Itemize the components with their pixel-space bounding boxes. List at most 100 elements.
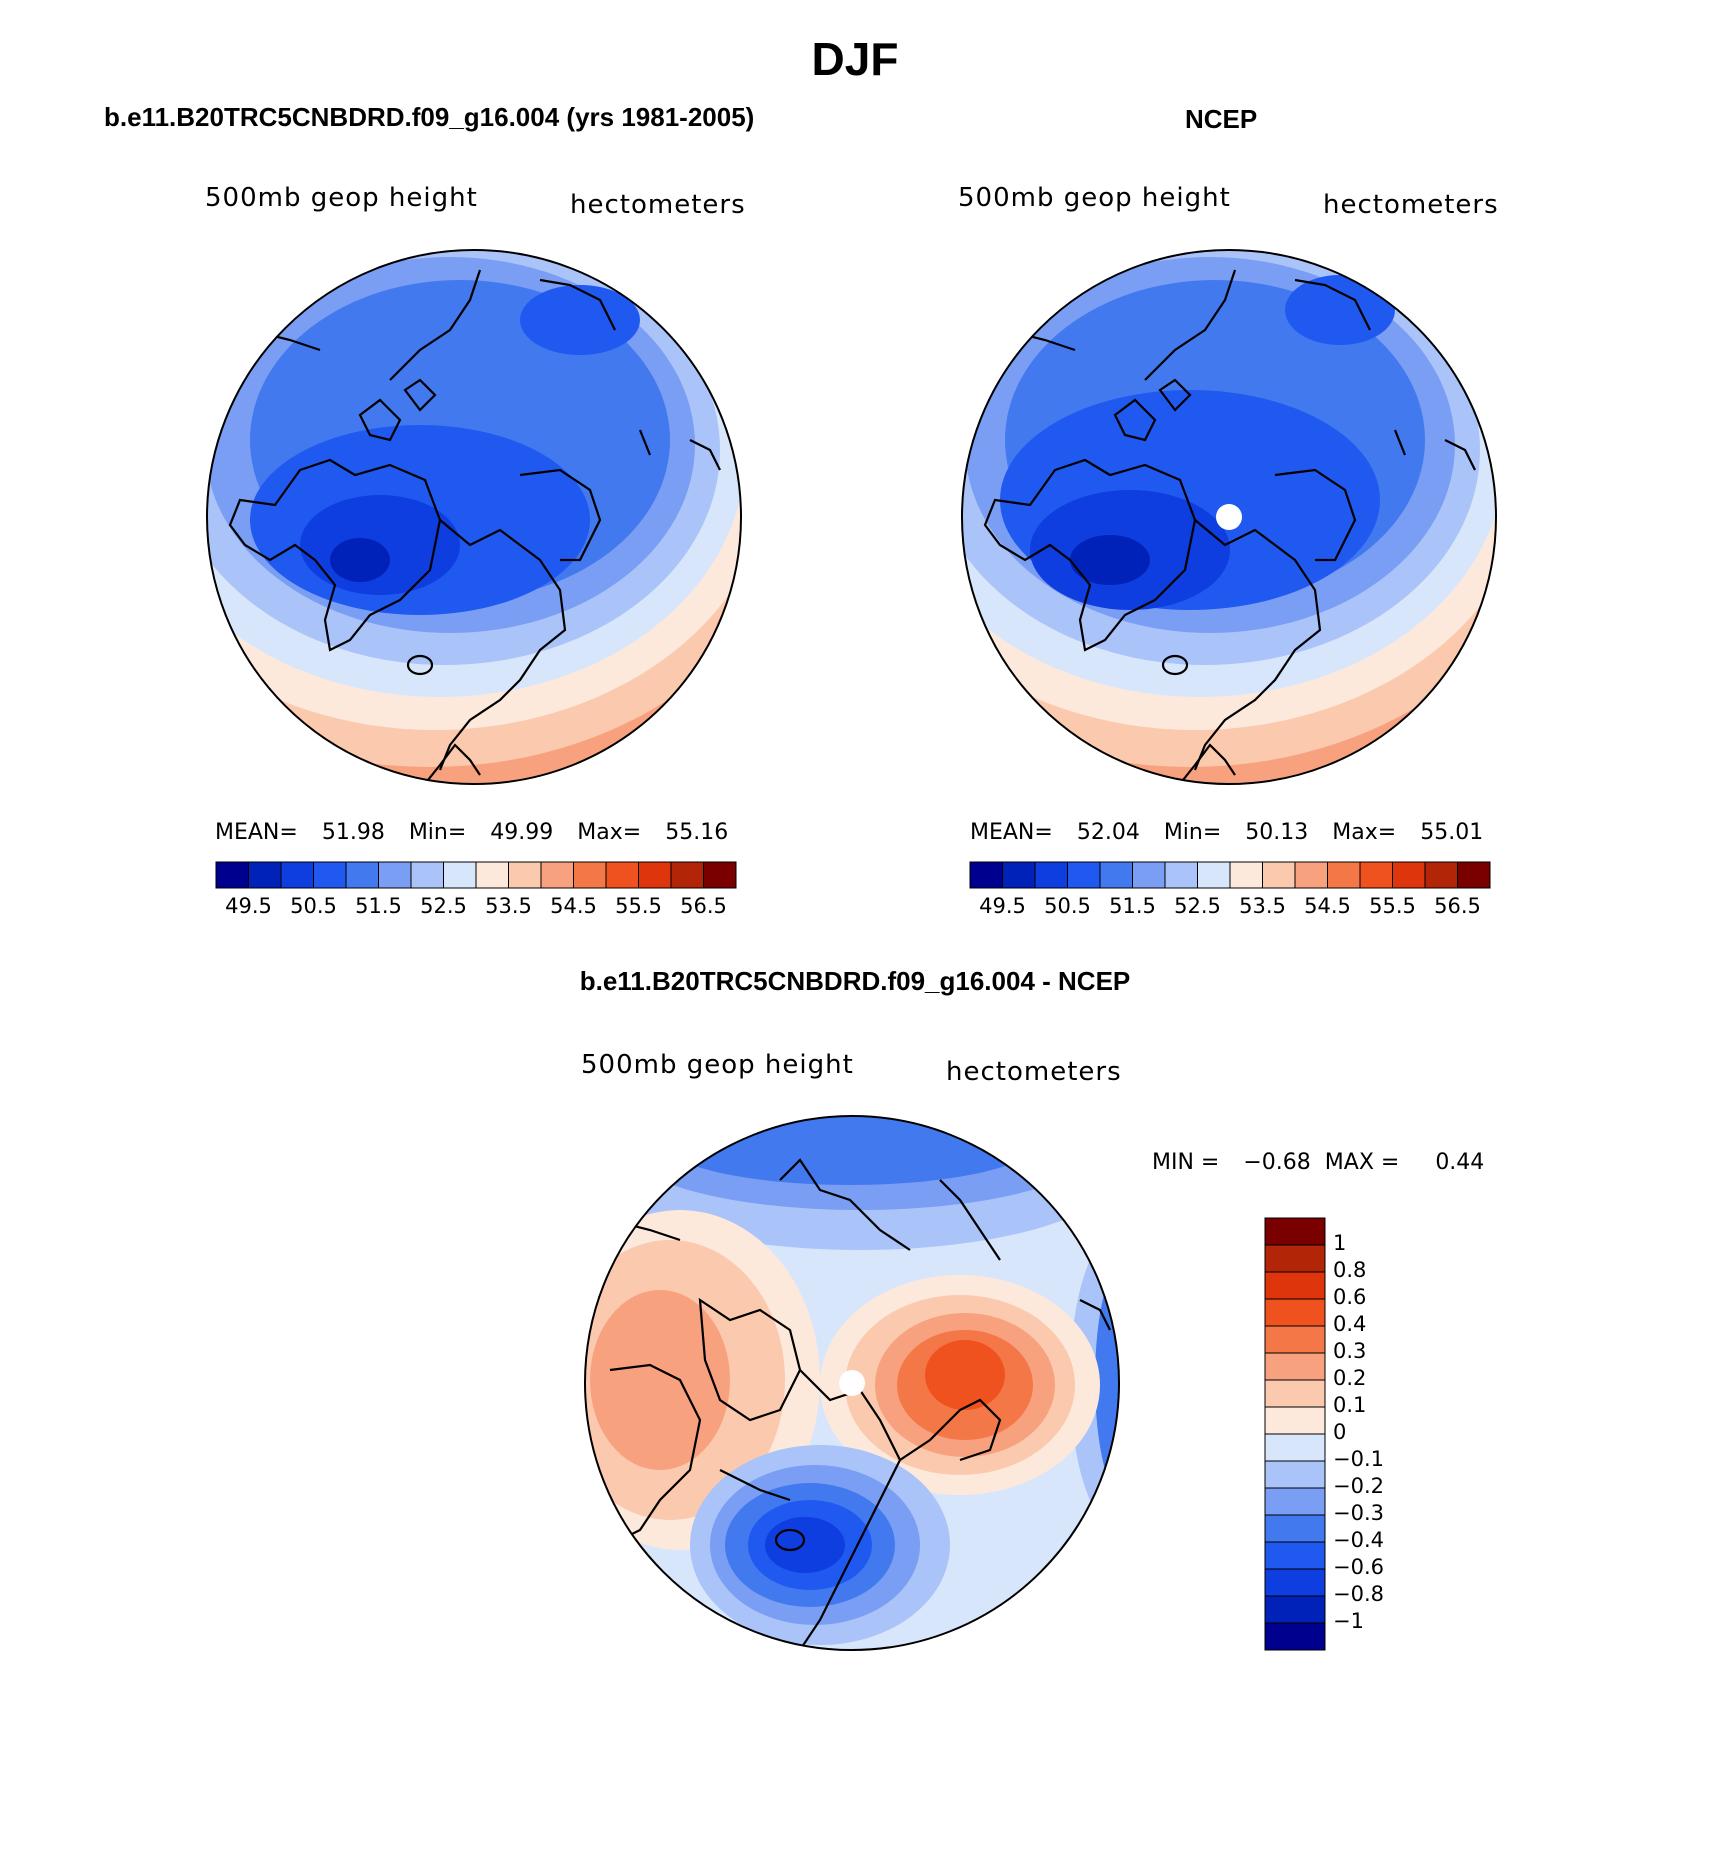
model-colorbar-tick-label: 56.5	[680, 894, 727, 918]
diff-colorbar-swatch	[1264, 1514, 1326, 1543]
diff-colorbar-swatch	[1264, 1379, 1326, 1408]
diff-colorbar-tick-label: −0.8	[1333, 1582, 1384, 1606]
model-mean-label: MEAN=	[215, 820, 298, 845]
obs-colorbar-tick-label: 49.5	[979, 894, 1026, 918]
model-min-label: Min=	[408, 820, 467, 845]
model-colorbar-tick-label: 53.5	[485, 894, 532, 918]
model-colorbar-tick-label: 49.5	[225, 894, 272, 918]
obs-contour-fill	[962, 250, 1496, 784]
model-polar-map	[206, 249, 742, 785]
obs-colorbar-swatch	[1262, 861, 1296, 889]
model-colorbar-swatch	[378, 861, 412, 889]
diff-colorbar-swatch	[1264, 1217, 1326, 1246]
model-colorbar	[215, 861, 737, 889]
model-panel-title: b.e11.B20TRC5CNBDRD.f09_g16.004 (yrs 198…	[104, 102, 755, 132]
diff-colorbar	[1264, 1217, 1326, 1651]
obs-colorbar-swatch	[1294, 861, 1328, 889]
obs-colorbar-tick-label: 51.5	[1109, 894, 1156, 918]
diff-colorbar-tick-label: 0.3	[1333, 1339, 1367, 1363]
obs-colorbar-swatch	[1359, 861, 1393, 889]
obs-min-value: 50.13	[1245, 820, 1309, 845]
diff-colorbar-swatch	[1264, 1298, 1326, 1327]
model-colorbar-swatch	[313, 861, 347, 889]
diff-min-value: −0.68	[1243, 1150, 1311, 1175]
diff-colorbar-tick-label: −0.6	[1333, 1555, 1384, 1579]
obs-colorbar-tick-label: 54.5	[1304, 894, 1351, 918]
diff-colorbar-swatch	[1264, 1352, 1326, 1381]
obs-max-label: Max=	[1332, 820, 1397, 845]
diff-max-value: 0.44	[1435, 1150, 1485, 1175]
obs-colorbar-swatch	[1099, 861, 1133, 889]
model-colorbar-swatch	[540, 861, 574, 889]
model-colorbar-swatch	[443, 861, 477, 889]
obs-min-label: Min=	[1163, 820, 1222, 845]
diff-colorbar-tick-label: −1	[1333, 1609, 1364, 1633]
obs-colorbar-swatch	[1002, 861, 1036, 889]
model-stats: MEAN= 51.98 Min= 49.99 Max= 55.16	[215, 820, 728, 845]
diff-map-border	[584, 1115, 1120, 1651]
diff-colorbar-tick-label: −0.3	[1333, 1501, 1384, 1525]
model-min-value: 49.99	[490, 820, 554, 845]
model-colorbar-tick-label: 52.5	[420, 894, 467, 918]
diff-colorbar-swatch	[1264, 1433, 1326, 1462]
diff-colorbar-tick-label: −0.2	[1333, 1474, 1384, 1498]
model-colorbar-swatch	[638, 861, 672, 889]
model-colorbar-tick-label: 55.5	[615, 894, 662, 918]
diff-colorbar-tick-label: −0.1	[1333, 1447, 1384, 1471]
model-colorbar-swatch	[345, 861, 379, 889]
obs-max-value: 55.01	[1420, 820, 1484, 845]
diff-variable-label: 500mb geop height	[581, 1050, 854, 1080]
obs-colorbar-swatch	[1197, 861, 1231, 889]
obs-variable-label: 500mb geop height	[958, 183, 1231, 213]
diff-colorbar-tick-label: 0.1	[1333, 1393, 1367, 1417]
diff-colorbar-swatch	[1264, 1622, 1326, 1651]
diff-colorbar-swatch	[1264, 1325, 1326, 1354]
model-colorbar-swatch	[573, 861, 607, 889]
model-colorbar-swatch	[410, 861, 444, 889]
diff-colorbar-swatch	[1264, 1568, 1326, 1597]
obs-colorbar-swatch	[969, 861, 1003, 889]
obs-colorbar-tick-label: 56.5	[1434, 894, 1481, 918]
diff-colorbar-tick-label: 1	[1333, 1231, 1347, 1255]
diff-colorbar-swatch	[1264, 1460, 1326, 1489]
obs-colorbar-tick-label: 52.5	[1174, 894, 1221, 918]
obs-colorbar	[969, 861, 1491, 889]
model-max-value: 55.16	[665, 820, 729, 845]
obs-colorbar-swatch	[1457, 861, 1491, 889]
model-contour-fill	[207, 250, 741, 784]
model-colorbar-swatch	[248, 861, 282, 889]
obs-colorbar-swatch	[1424, 861, 1458, 889]
figure-title: DJF	[811, 33, 899, 85]
diff-min-label: MIN =	[1152, 1150, 1220, 1175]
model-colorbar-swatch	[670, 861, 704, 889]
obs-missing-pole-dot	[1216, 504, 1242, 530]
obs-coastlines	[983, 269, 1476, 784]
diff-colorbar-tick-label: 0	[1333, 1420, 1347, 1444]
obs-polar-map	[961, 249, 1497, 785]
model-colorbar-swatch	[703, 861, 737, 889]
diff-colorbar-swatch	[1264, 1244, 1326, 1273]
obs-mean-value: 52.04	[1076, 820, 1140, 845]
model-map-border	[206, 249, 742, 785]
diff-stats: MIN = −0.68 MAX = 0.44	[1152, 1150, 1484, 1175]
model-colorbar-tick-label: 54.5	[550, 894, 597, 918]
model-colorbar-swatch	[508, 861, 542, 889]
model-coastlines	[228, 269, 721, 784]
model-mean-value: 51.98	[321, 820, 385, 845]
diff-colorbar-swatch	[1264, 1541, 1326, 1570]
obs-map-border	[961, 249, 1497, 785]
obs-colorbar-swatch	[1229, 861, 1263, 889]
diff-colorbar-swatch	[1264, 1595, 1326, 1624]
model-colorbar-swatch	[605, 861, 639, 889]
diff-colorbar-tick-label: 0.8	[1333, 1258, 1367, 1282]
diff-colorbar-swatch	[1264, 1271, 1326, 1300]
obs-colorbar-tick-label: 55.5	[1369, 894, 1416, 918]
diff-panel-title: b.e11.B20TRC5CNBDRD.f09_g16.004 - NCEP	[579, 966, 1131, 996]
model-units-label: hectometers	[570, 190, 746, 220]
model-variable-label: 500mb geop height	[205, 183, 478, 213]
obs-colorbar-swatch	[1034, 861, 1068, 889]
obs-colorbar-swatch	[1392, 861, 1426, 889]
model-max-label: Max=	[577, 820, 642, 845]
